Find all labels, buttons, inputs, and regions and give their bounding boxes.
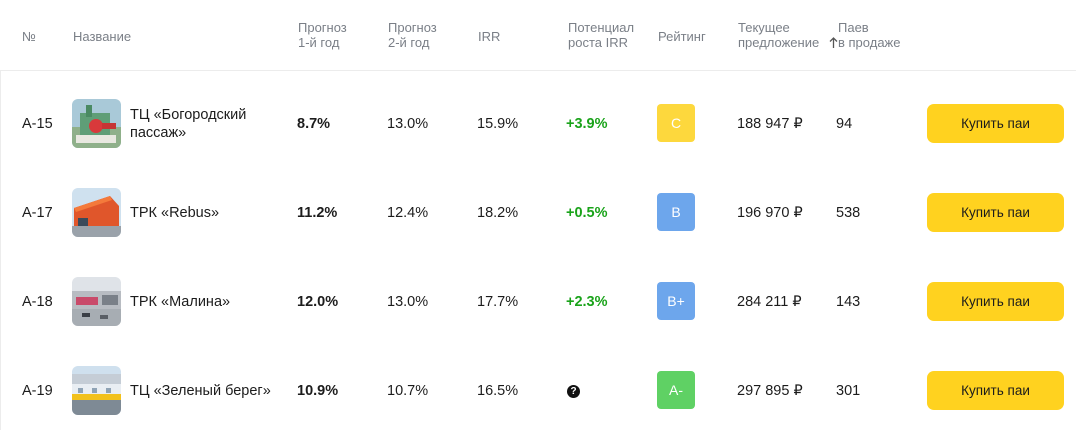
shares-count: 301 [836, 383, 861, 399]
offer-price: 284 211 ₽ [737, 294, 802, 310]
fund-name[interactable]: ТРК «Rebus» [130, 205, 220, 221]
mall-zeleny-bereg-photo-icon[interactable] [72, 366, 121, 415]
rating-badge: B [657, 193, 695, 231]
table-row: A-17 ТРК «Rebus» 11.2% 12.4% 18.2% +0.5%… [0, 168, 1076, 257]
mall-malina-photo-icon[interactable] [72, 277, 121, 326]
forecast-2-value: 13.0% [387, 294, 429, 310]
header-irr[interactable]: IRR [478, 29, 501, 44]
irr-value: 15.9% [477, 116, 519, 132]
offer-price: 297 895 ₽ [737, 383, 803, 399]
mall-rebus-photo-icon[interactable] [72, 188, 121, 237]
buy-shares-button[interactable]: Купить паи [927, 282, 1064, 321]
rating-badge: C [657, 104, 695, 142]
forecast-2-value: 12.4% [387, 205, 429, 221]
table-row: A-15 ТЦ «Богородский пассаж» 8.7% 13.0% … [0, 79, 1076, 168]
mall-bogorodsky-photo-icon[interactable] [72, 99, 121, 148]
potential-value: +2.3% [566, 294, 608, 310]
header-shares[interactable]: Паев в продаже [838, 20, 901, 50]
forecast-1-value: 8.7% [297, 116, 331, 132]
fund-name[interactable]: ТЦ «Зеленый берег» [130, 383, 271, 399]
sort-arrow-up-icon[interactable] [829, 37, 838, 49]
offer-price: 188 947 ₽ [737, 116, 803, 132]
shares-count: 143 [836, 294, 861, 310]
irr-value: 16.5% [477, 383, 519, 399]
buy-shares-button[interactable]: Купить паи [927, 371, 1064, 410]
header-forecast-1[interactable]: Прогноз 1-й год [298, 20, 347, 50]
table-left-border [0, 71, 1, 430]
table-header: № Название Прогноз 1-й год Прогноз 2-й г… [0, 0, 1076, 71]
header-offer[interactable]: Текущее предложение [738, 20, 820, 50]
header-rating[interactable]: Рейтинг [658, 29, 706, 44]
fund-id: A-19 [22, 383, 53, 399]
potential-value: +0.5% [566, 205, 608, 221]
forecast-1-value: 10.9% [297, 383, 339, 399]
question-icon[interactable]: ? [567, 385, 580, 398]
shares-count: 94 [836, 116, 853, 132]
forecast-1-value: 11.2% [297, 205, 338, 221]
fund-name[interactable]: ТЦ «Богородский пассаж» [130, 107, 247, 141]
header-potential[interactable]: Потенциал роста IRR [568, 20, 635, 50]
header-name[interactable]: Название [73, 29, 132, 44]
header-number: № [22, 29, 36, 44]
fund-id: A-18 [22, 294, 53, 310]
forecast-2-value: 10.7% [387, 383, 429, 399]
offer-price: 196 970 ₽ [737, 205, 803, 221]
irr-value: 17.7% [477, 294, 519, 310]
buy-shares-button[interactable]: Купить паи [927, 104, 1064, 143]
irr-value: 18.2% [477, 205, 519, 221]
potential-value: +3.9% [566, 116, 608, 132]
forecast-1-value: 12.0% [297, 294, 339, 310]
table-row: A-18 ТРК «Малина» 12.0% 13.0% 17.7% +2.3… [0, 257, 1076, 346]
buy-shares-button[interactable]: Купить паи [927, 193, 1064, 232]
header-forecast-2[interactable]: Прогноз 2-й год [388, 20, 437, 50]
rating-badge: A- [657, 371, 695, 409]
fund-id: A-15 [22, 116, 53, 132]
table-row: A-19 ТЦ «Зеленый берег» 10.9% 10.7% 16.5… [0, 346, 1076, 430]
fund-id: A-17 [22, 205, 53, 221]
forecast-2-value: 13.0% [387, 116, 429, 132]
shares-count: 538 [836, 205, 861, 221]
rating-badge: B+ [657, 282, 695, 320]
fund-name[interactable]: ТРК «Малина» [130, 294, 231, 310]
